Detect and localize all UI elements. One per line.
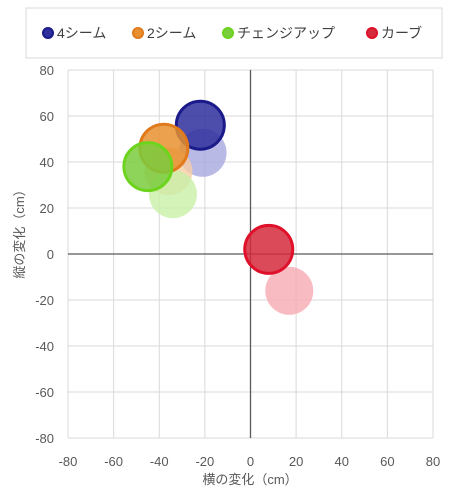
y-axis-title: 縦の変化（cm） — [12, 183, 27, 278]
legend-marker-changeup — [222, 27, 234, 39]
y-tick-label: -60 — [35, 385, 54, 400]
y-tick-label: 60 — [40, 109, 54, 124]
legend-label-curve: カーブ — [381, 25, 422, 41]
legend-marker-curve — [366, 27, 378, 39]
y-tick-label: -20 — [35, 293, 54, 308]
y-tick-label: 80 — [40, 63, 54, 78]
y-tick-label: 40 — [40, 155, 54, 170]
x-tick-label: -40 — [150, 454, 169, 469]
x-tick-label: 80 — [426, 454, 440, 469]
x-tick-labels: -80 -60 -40 -20 0 20 40 60 80 — [59, 454, 441, 469]
y-tick-label: -40 — [35, 339, 54, 354]
data-bubble-2 — [122, 141, 174, 193]
x-tick-label: 40 — [335, 454, 349, 469]
x-tick-label: 0 — [247, 454, 254, 469]
legend-marker-2seam — [132, 27, 144, 39]
x-tick-label: 60 — [380, 454, 394, 469]
ghost-bubble-3 — [265, 266, 314, 315]
legend-marker-4seam — [42, 27, 54, 39]
legend-item-changeup: チェンジアップ — [222, 25, 335, 41]
x-tick-label: -80 — [59, 454, 78, 469]
x-tick-label: 20 — [289, 454, 303, 469]
legend-label-2seam: 2シーム — [147, 25, 196, 41]
data-bubble-3 — [243, 223, 295, 275]
legend-item-2seam: 2シーム — [132, 25, 196, 41]
x-tick-label: -20 — [195, 454, 214, 469]
data-bubbles — [122, 99, 295, 275]
y-tick-label: 0 — [47, 247, 54, 262]
y-tick-label: 20 — [40, 201, 54, 216]
legend-label-changeup: チェンジアップ — [237, 25, 335, 41]
legend-label-4seam: 4シーム — [57, 25, 106, 41]
legend-item-curve: カーブ — [366, 25, 422, 41]
legend: 4シーム 2シーム チェンジアップ カーブ — [25, 7, 443, 59]
data-bubble-0 — [174, 99, 226, 151]
y-tick-label: -80 — [35, 431, 54, 446]
x-tick-label: -60 — [104, 454, 123, 469]
legend-item-4seam: 4シーム — [42, 25, 106, 41]
y-tick-labels: 80 60 40 20 0 -20 -40 -60 -80 — [35, 63, 54, 446]
x-axis-title: 横の変化（cm） — [202, 472, 297, 487]
